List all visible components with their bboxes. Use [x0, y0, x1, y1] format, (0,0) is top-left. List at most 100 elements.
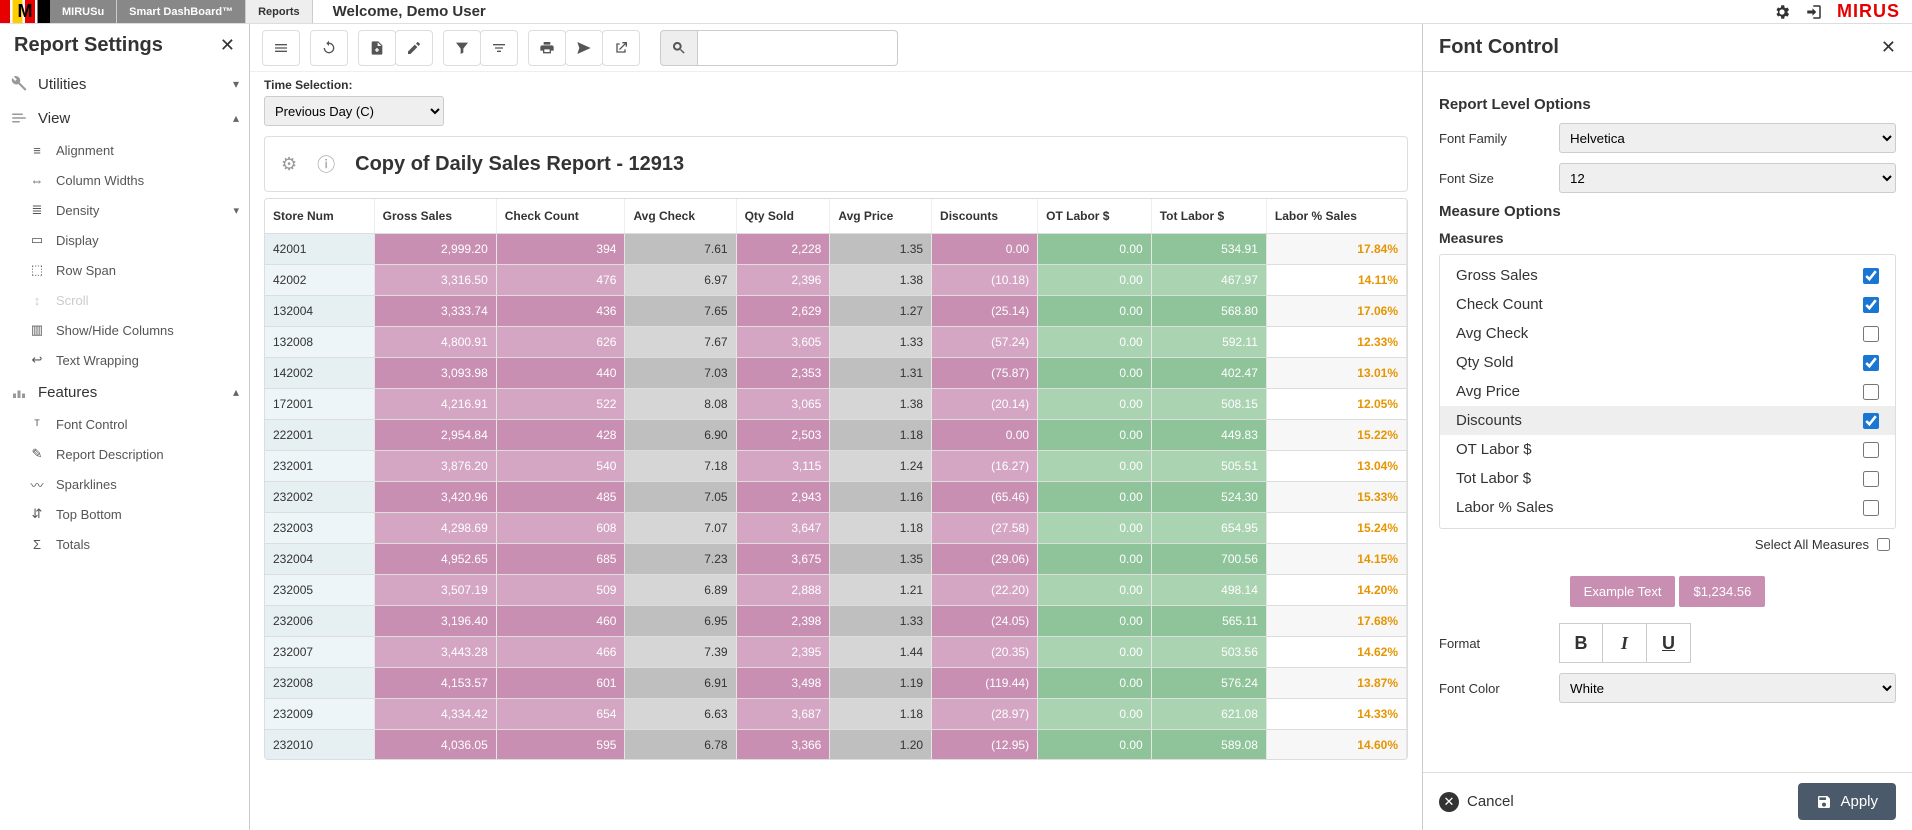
measure-item-labor-sales[interactable]: Labor % Sales — [1440, 493, 1895, 522]
search-button[interactable] — [660, 30, 698, 66]
menu-button[interactable] — [262, 30, 300, 66]
view-item-row-span[interactable]: ⬚Row Span — [0, 255, 249, 285]
cell: 0.00 — [1038, 451, 1152, 482]
cell: 6.89 — [625, 575, 736, 606]
feature-item-font-control[interactable]: ᵀFont Control — [0, 409, 249, 439]
measure-item-avg-check[interactable]: Avg Check — [1440, 319, 1895, 348]
measure-checkbox[interactable] — [1863, 268, 1879, 284]
cell: 1.38 — [830, 265, 932, 296]
column-header[interactable]: Qty Sold — [736, 199, 830, 234]
measure-item-gross-sales[interactable]: Gross Sales — [1440, 261, 1895, 290]
column-header[interactable]: OT Labor $ — [1038, 199, 1152, 234]
view-item-density[interactable]: ≣Density▾ — [0, 195, 249, 225]
feature-item-totals[interactable]: ΣTotals — [0, 529, 249, 559]
cell: 0.00 — [1038, 296, 1152, 327]
table-row: 1320043,333.744367.652,6291.27(25.14)0.0… — [265, 296, 1407, 327]
cell: 3,876.20 — [374, 451, 496, 482]
feature-item-top-bottom[interactable]: ⇵Top Bottom — [0, 499, 249, 529]
logout-icon[interactable] — [1805, 3, 1823, 21]
cell: 0.00 — [1038, 513, 1152, 544]
column-header[interactable]: Store Num — [265, 199, 374, 234]
cell: 42001 — [265, 234, 374, 265]
item-icon: ⇵ — [28, 505, 46, 523]
item-icon: ↩ — [28, 351, 46, 369]
item-label: Totals — [56, 537, 90, 552]
cancel-button[interactable]: ✕ Cancel — [1439, 792, 1514, 812]
italic-button[interactable]: I — [1603, 623, 1647, 663]
filter-button[interactable] — [443, 30, 481, 66]
measure-item-avg-price[interactable]: Avg Price — [1440, 377, 1895, 406]
item-icon: ᵀ — [28, 415, 46, 433]
feature-item-sparklines[interactable]: 〰Sparklines — [0, 469, 249, 499]
column-header[interactable]: Avg Price — [830, 199, 932, 234]
measure-checkbox[interactable] — [1863, 471, 1879, 487]
time-selection-dropdown[interactable]: Previous Day (C) — [264, 96, 444, 126]
column-header[interactable]: Tot Labor $ — [1151, 199, 1266, 234]
send-button[interactable] — [565, 30, 603, 66]
section-view[interactable]: View ▴ — [0, 101, 249, 135]
column-header[interactable]: Labor % Sales — [1266, 199, 1406, 234]
measure-item-tot-labor-[interactable]: Tot Labor $ — [1440, 464, 1895, 493]
tab-smart-dashboard[interactable]: Smart DashBoard™ — [117, 0, 246, 23]
cell: 12.33% — [1266, 327, 1406, 358]
font-color-select[interactable]: White — [1559, 673, 1896, 703]
font-size-select[interactable]: 12 — [1559, 163, 1896, 193]
column-header[interactable]: Discounts — [932, 199, 1038, 234]
measure-checkbox[interactable] — [1863, 297, 1879, 313]
feature-item-report-description[interactable]: ✎Report Description — [0, 439, 249, 469]
print-button[interactable] — [528, 30, 566, 66]
column-header[interactable]: Avg Check — [625, 199, 736, 234]
table-row: 2320044,952.656857.233,6751.35(29.06)0.0… — [265, 544, 1407, 575]
table-row: 2320073,443.284667.392,3951.44(20.35)0.0… — [265, 637, 1407, 668]
measure-checkbox[interactable] — [1863, 355, 1879, 371]
section-features[interactable]: Features ▴ — [0, 375, 249, 409]
settings-icon[interactable] — [1773, 3, 1791, 21]
close-left-panel-icon[interactable]: ✕ — [220, 35, 235, 56]
column-header[interactable]: Gross Sales — [374, 199, 496, 234]
font-family-select[interactable]: Helvetica — [1559, 123, 1896, 153]
select-all-checkbox[interactable] — [1877, 538, 1890, 551]
view-item-text-wrapping[interactable]: ↩Text Wrapping — [0, 345, 249, 375]
measure-checkbox[interactable] — [1863, 442, 1879, 458]
cell: 467.97 — [1151, 265, 1266, 296]
search-input[interactable] — [698, 30, 898, 66]
cell: 6.95 — [625, 606, 736, 637]
measure-item-check-count[interactable]: Check Count — [1440, 290, 1895, 319]
measure-item-ot-labor-[interactable]: OT Labor $ — [1440, 435, 1895, 464]
cell: 654 — [496, 699, 625, 730]
measure-checkbox[interactable] — [1863, 413, 1879, 429]
measure-checkbox[interactable] — [1863, 500, 1879, 516]
measure-item-qty-sold[interactable]: Qty Sold — [1440, 348, 1895, 377]
view-item-column-widths[interactable]: ⇔Column Widths — [0, 165, 249, 195]
tab-mirusu[interactable]: MIRUSu — [50, 0, 117, 23]
cell: 7.18 — [625, 451, 736, 482]
logo-icon[interactable]: M — [0, 0, 50, 23]
view-item-alignment[interactable]: ≡Alignment — [0, 135, 249, 165]
report-gear-icon[interactable]: ⚙ — [281, 154, 297, 175]
item-icon: ↕ — [28, 291, 46, 309]
close-right-panel-icon[interactable]: ✕ — [1881, 37, 1896, 58]
tab-reports[interactable]: Reports — [246, 0, 313, 23]
bold-button[interactable]: B — [1559, 623, 1603, 663]
cell: 222001 — [265, 420, 374, 451]
measure-checkbox[interactable] — [1863, 384, 1879, 400]
measure-checkbox[interactable] — [1863, 326, 1879, 342]
cell: 2,395 — [736, 637, 830, 668]
view-item-display[interactable]: ▭Display — [0, 225, 249, 255]
sort-button[interactable] — [480, 30, 518, 66]
new-button[interactable] — [358, 30, 396, 66]
measure-item-discounts[interactable]: Discounts — [1440, 406, 1895, 435]
cell: 3,065 — [736, 389, 830, 420]
section-utilities[interactable]: Utilities ▾ — [0, 67, 249, 101]
column-header[interactable]: Check Count — [496, 199, 625, 234]
apply-button[interactable]: Apply — [1798, 783, 1896, 820]
cell: 232004 — [265, 544, 374, 575]
refresh-button[interactable] — [310, 30, 348, 66]
edit-button[interactable] — [395, 30, 433, 66]
view-item-show-hide-columns[interactable]: ▥Show/Hide Columns — [0, 315, 249, 345]
underline-button[interactable]: U — [1647, 623, 1691, 663]
open-external-button[interactable] — [602, 30, 640, 66]
report-info-icon[interactable]: ⓘ — [317, 151, 335, 177]
cell: 3,093.98 — [374, 358, 496, 389]
cell: 13.04% — [1266, 451, 1406, 482]
